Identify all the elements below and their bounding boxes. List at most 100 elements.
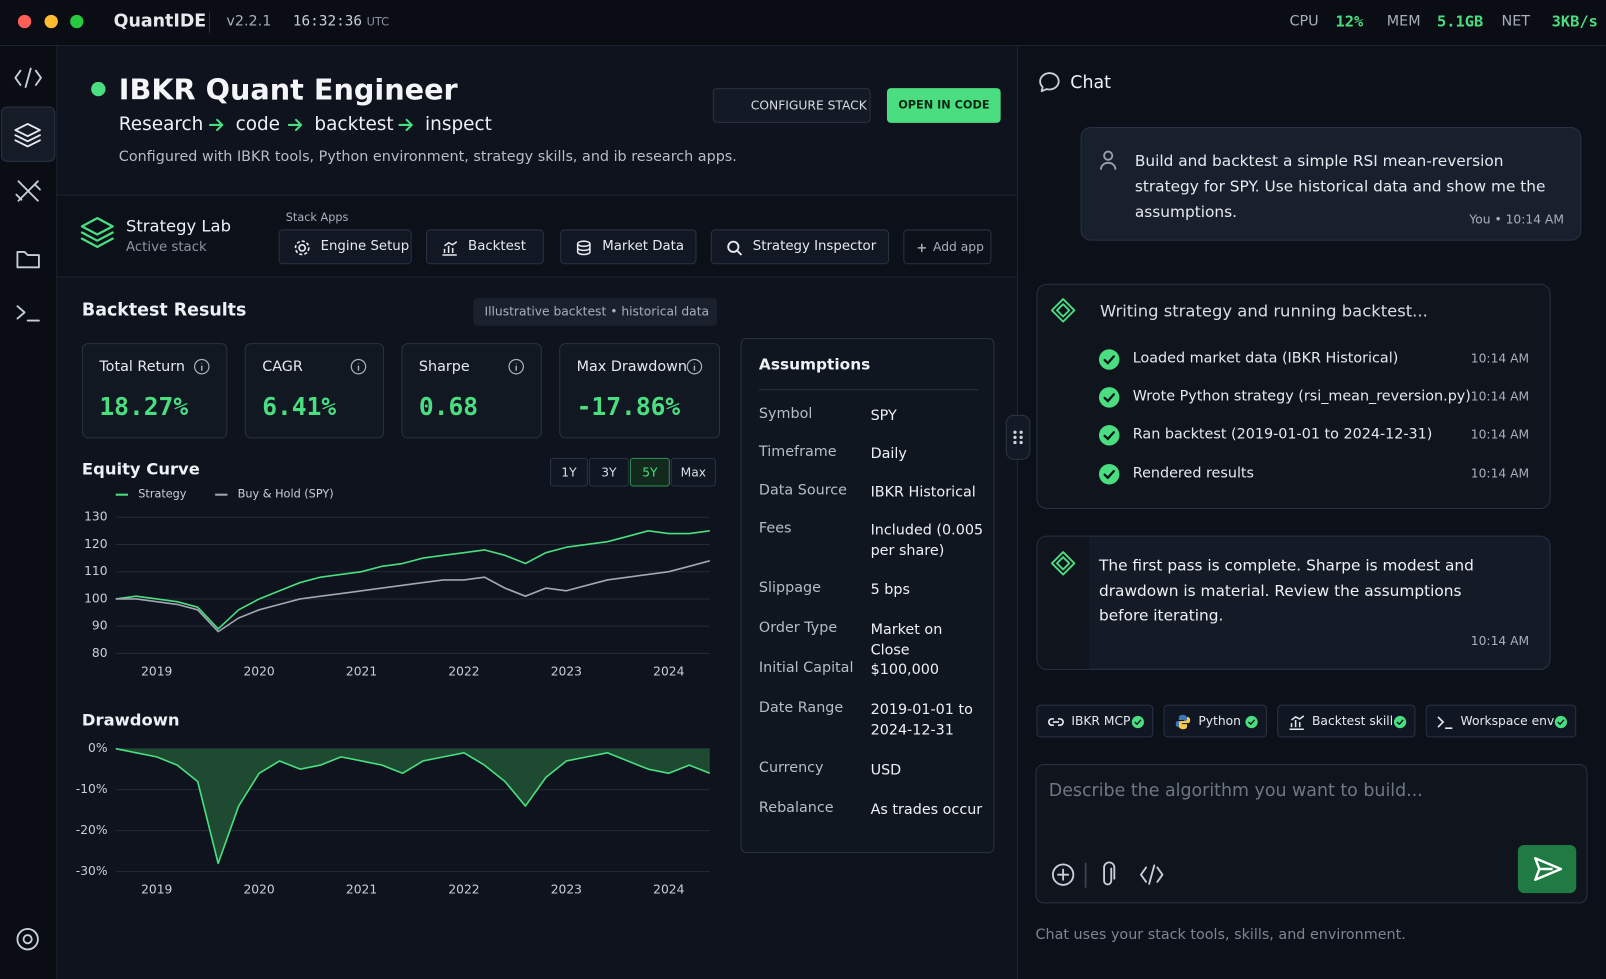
metric-value: 6.41%	[262, 392, 337, 421]
chat-footer: Chat uses your stack tools, skills, and …	[1035, 926, 1406, 944]
x-tick-label: 2020	[243, 883, 274, 897]
assumption-value: 5 bps	[870, 581, 910, 599]
user-meta: You • 10:14 AM	[1469, 212, 1564, 227]
tool-icon	[1437, 716, 1453, 730]
range-button[interactable]: Max	[670, 457, 716, 487]
app-icon	[442, 241, 458, 256]
user-message	[1080, 127, 1582, 241]
assumption-label: Order Type	[758, 619, 838, 637]
assumption-label: Symbol	[758, 405, 813, 422]
app-button[interactable]: Backtest	[426, 229, 544, 265]
metric-card: Sharpe 0.68	[401, 343, 542, 439]
app-label: Strategy Inspector	[752, 238, 877, 255]
step-text: Rendered results	[1132, 464, 1255, 482]
assumption-label: Slippage	[758, 579, 821, 597]
assumption-label: Initial Capital	[758, 659, 854, 676]
title-bar	[0, 0, 1606, 47]
assumption-value: Market on Close	[870, 621, 943, 659]
metric-label: Total Return	[99, 358, 185, 375]
tool-icon	[1289, 715, 1305, 730]
assumptions-title: Assumptions	[758, 355, 871, 374]
plus-icon	[917, 243, 926, 252]
apps-label: Stack Apps	[285, 210, 349, 225]
assumption-value: Included (0.005 per share)	[870, 522, 984, 560]
add-app-button[interactable]: Add app	[903, 229, 992, 265]
stat-value: 12%	[1335, 12, 1364, 31]
tool-chip[interactable]: IBKR MCP	[1036, 704, 1154, 738]
divider	[208, 12, 210, 33]
metric-card: Total Return 18.27%	[81, 343, 228, 439]
chart-title: Drawdown	[82, 711, 180, 730]
x-tick-label: 2024	[653, 664, 684, 678]
y-tick-label: -20%	[76, 823, 108, 837]
range-button[interactable]: 5Y	[629, 457, 670, 487]
range-label: 5Y	[642, 464, 658, 480]
step-time: 10:14 AM	[1470, 466, 1530, 481]
reply-stripe	[1037, 536, 1089, 669]
button-label: OPEN IN CODE	[898, 98, 990, 112]
x-tick-label: 2024	[653, 883, 684, 897]
metric-card: CAGR 6.41%	[244, 343, 385, 439]
step: inspect	[425, 113, 492, 136]
tool-chip[interactable]: Workspace env	[1425, 704, 1577, 738]
stack-status: Active stack	[125, 239, 207, 256]
chart-title: Equity Curve	[82, 460, 200, 479]
assumption-label: Date Range	[758, 699, 844, 716]
tool-chip[interactable]: Python	[1163, 704, 1267, 738]
y-tick-label: 80	[92, 646, 108, 660]
stat-label: NET	[1501, 13, 1531, 30]
app-button[interactable]: Market Data	[560, 229, 697, 265]
assumption-value: SPY	[870, 407, 897, 425]
app-button[interactable]: Strategy Inspector	[710, 229, 890, 265]
range-button[interactable]: 3Y	[588, 457, 629, 487]
series-line	[115, 530, 710, 630]
tool-label: Workspace env	[1460, 713, 1555, 729]
assumption-label: Fees	[758, 520, 792, 537]
legend-label: Strategy	[138, 488, 187, 501]
send-icon	[1534, 857, 1563, 882]
x-tick-label: 2023	[551, 883, 582, 897]
grip	[1013, 430, 1023, 445]
tool-chip[interactable]: Backtest skill	[1277, 704, 1416, 738]
y-tick-label: -10%	[76, 782, 108, 796]
info-icon	[686, 358, 703, 375]
x-tick-label: 2021	[346, 883, 377, 897]
assumption-value: IBKR Historical	[870, 484, 976, 501]
progress-card	[1036, 283, 1551, 510]
assumption-label: Rebalance	[758, 799, 834, 817]
progress-title: Writing strategy and running backtest...	[1099, 301, 1428, 321]
stack-name: Strategy Lab	[125, 216, 231, 236]
series-line	[115, 747, 711, 865]
configure-button[interactable]: CONFIGURE STACK	[712, 88, 871, 123]
app-button[interactable]: Engine Setup	[278, 229, 412, 265]
metric-value: 18.27%	[99, 392, 189, 421]
step: code	[235, 113, 281, 136]
assumption-value: $100,000	[870, 661, 939, 679]
assumption-value: As trades occur	[870, 801, 983, 819]
tool-check	[1245, 715, 1258, 729]
clock: 16:32:36	[292, 13, 362, 30]
send-button[interactable]	[1517, 844, 1577, 894]
stat-value: 5.1GB	[1436, 12, 1484, 31]
check-icon	[1098, 425, 1120, 446]
range-button[interactable]: 1Y	[549, 457, 588, 487]
app-name: QuantIDE	[113, 11, 207, 32]
range-label: Max	[680, 464, 707, 480]
x-tick-label: 2022	[448, 664, 479, 678]
assumption-value: USD	[870, 762, 902, 779]
open-code-button[interactable]: OPEN IN CODE	[886, 88, 1001, 123]
tool-check	[1393, 715, 1407, 729]
y-tick-label: 100	[84, 591, 107, 605]
x-tick-label: 2023	[551, 664, 582, 678]
assumption-value: Daily	[870, 445, 907, 462]
metric-label: CAGR	[262, 358, 303, 375]
assumption-label: Data Source	[758, 482, 847, 499]
description: Configured with IBKR tools, Python envir…	[118, 148, 737, 165]
splitter[interactable]	[1005, 414, 1031, 460]
chat-title: Chat	[1070, 72, 1111, 94]
y-tick-label: 0%	[88, 741, 107, 755]
y-tick-label: 120	[84, 537, 107, 551]
chat-input[interactable]	[1035, 764, 1588, 904]
stat-label: CPU	[1289, 13, 1319, 30]
